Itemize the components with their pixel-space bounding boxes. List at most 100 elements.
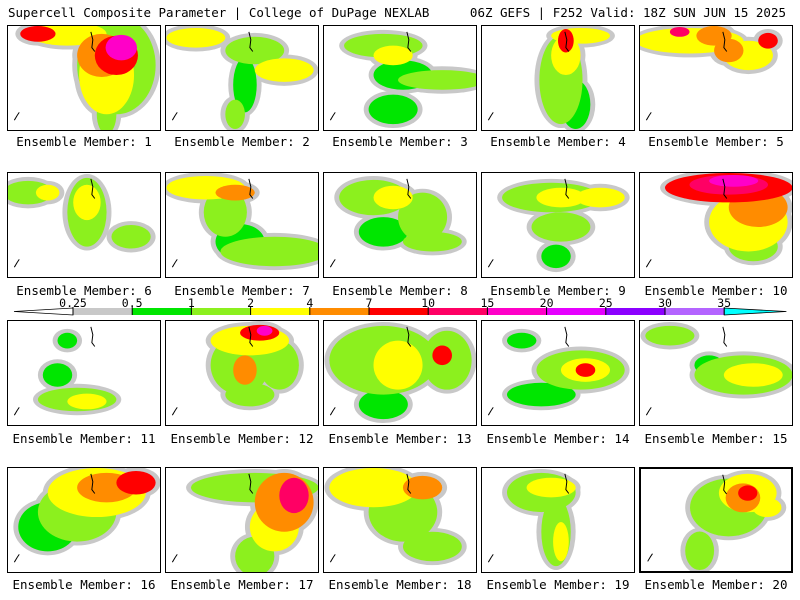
member-map-13 [323,320,477,426]
scp-field-map [166,26,318,130]
scp-contour-fill [398,192,448,242]
coastline [171,473,254,563]
scp-contour-fill [432,345,452,366]
scp-contour-fill [531,212,591,242]
member-caption: Ensemble Member: 17 [170,577,314,592]
scp-contour-fill [20,26,56,42]
member-caption: Ensemble Member: 11 [12,431,156,446]
legend-tick-label: 7 [365,296,373,310]
member-map-14 [481,320,635,426]
scp-contour-fill [215,184,255,201]
coastline [487,31,570,121]
color-legend: 0.25 0.5 1 2 4 7 10 15 20 25 30 35 [0,296,800,320]
member-caption: Ensemble Member: 12 [170,431,314,446]
coastline [647,474,727,562]
scp-contour-fill [116,470,156,495]
member-caption: Ensemble Member: 14 [486,431,630,446]
scp-contour-fill [714,38,744,63]
coastline [645,178,728,268]
page-title: Supercell Composite Parameter | College … [8,5,430,20]
legend-colorbar [13,307,787,316]
legend-tick-label: 20 [539,296,554,310]
member-map-15 [639,320,793,426]
legend-color-bin [250,308,310,315]
run-valid-time: 06Z GEFS | F252 Valid: 18Z SUN JUN 15 20… [469,5,786,20]
legend-color-bin [369,308,429,315]
scp-contour-fill [73,184,101,221]
legend-color-bin [723,307,787,316]
member-caption: Ensemble Member: 3 [332,134,468,149]
member-map-3 [323,25,477,131]
coastline [329,31,412,121]
member-caption: Ensemble Member: 2 [174,134,310,149]
member-caption: Ensemble Member: 18 [328,577,472,592]
legend-tick-label: 1 [187,296,195,310]
coastline [171,326,254,416]
legend-tick-label: 4 [306,296,314,310]
scp-contour-fill [723,363,783,387]
legend-color-bin [73,308,133,315]
scp-contour-fill [358,389,408,420]
legend-color-bin [132,308,192,315]
member-map-19 [481,467,635,573]
scp-contour-fill [373,185,413,210]
coastline [13,473,96,563]
scp-contour-fill [368,94,418,125]
member-caption: Ensemble Member: 15 [644,431,788,446]
member-map-11 [7,320,161,426]
scp-contour-fill [67,393,107,410]
scp-field-map [13,326,122,416]
scp-field-map [647,469,787,571]
coastline [329,326,412,416]
scp-contour-fill [166,27,226,48]
member-caption: Ensemble Member: 4 [490,134,626,149]
scp-contour-fill [402,531,462,562]
coastline [171,178,254,268]
scp-field-map [487,26,615,130]
legend-tick-label: 25 [598,296,613,310]
scp-contour-fill [225,99,245,130]
legend-tick-label: 30 [658,296,672,310]
scp-contour-fill [279,477,309,514]
scp-contour-fill [220,236,318,267]
scp-contour-fill [256,325,273,336]
scp-contour-fill [398,70,476,90]
member-caption: Ensemble Member: 19 [486,577,630,592]
scp-field-map [324,321,476,424]
scp-field-map [166,173,318,271]
scp-field-map [329,29,476,129]
legend-tick-label: 35 [717,296,732,310]
member-caption: Ensemble Member: 20 [644,577,788,592]
scp-contour-fill [35,184,60,201]
member-caption: Ensemble Member: 13 [328,431,472,446]
coastline [645,326,728,416]
legend-color-bin [546,308,606,315]
scp-contour-fill [358,217,408,247]
scp-field-map [171,468,318,572]
scp-contour-fill [225,382,275,407]
scp-contour-fill [57,332,78,349]
scp-field-map [640,321,792,416]
member-map-2 [165,25,319,131]
member-caption: Ensemble Member: 5 [648,134,784,149]
scp-field-map [487,326,630,416]
scp-contour-fill [111,225,151,249]
coastline [13,326,96,416]
member-map-8 [323,172,477,278]
scp-contour-fill [553,521,569,562]
scp-field-map [645,173,792,268]
coastline [487,178,570,268]
scp-field-map [640,26,783,121]
scp-contour-fill [526,477,576,498]
member-caption: Ensemble Member: 9 [490,283,626,298]
member-map-4 [481,25,635,131]
scp-field-map [171,321,304,416]
member-caption: Ensemble Member: 6 [16,283,152,298]
legend-color-bin [487,308,547,315]
coastline [487,473,570,563]
coastline [329,178,412,268]
scp-contour-fill [225,36,285,65]
scp-contour-fill [575,363,596,377]
coastline [171,31,254,121]
member-map-12 [165,320,319,426]
